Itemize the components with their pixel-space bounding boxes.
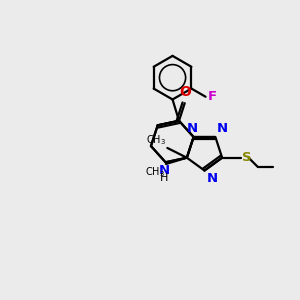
Text: N: N [187, 122, 198, 135]
Text: N: N [216, 122, 227, 135]
Text: CH$_3$: CH$_3$ [145, 165, 165, 179]
Text: F: F [208, 90, 217, 103]
Text: S: S [242, 151, 251, 164]
Text: N: N [206, 172, 218, 184]
Text: H: H [160, 173, 169, 183]
Text: O: O [179, 85, 191, 99]
Text: CH$_3$: CH$_3$ [146, 133, 167, 147]
Text: N: N [159, 164, 170, 177]
